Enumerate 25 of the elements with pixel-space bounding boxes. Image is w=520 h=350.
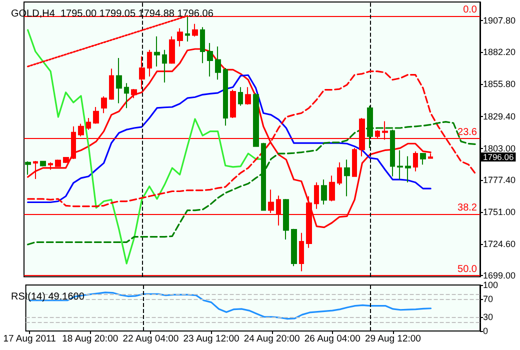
x-tick-label: 17 Aug 2011 [3, 334, 56, 344]
y-tick-label: 1907.80 [483, 16, 516, 26]
annotation: 0.0 [463, 4, 478, 16]
y-tick-label: 70 [483, 294, 494, 304]
y-tick-label: 1803.00 [483, 144, 516, 154]
y-tick-label: 1882.20 [483, 46, 516, 57]
y-tick-label: 1777.40 [483, 174, 516, 185]
y-tick-label: 1751.00 [483, 207, 516, 218]
y-tick-label: 30 [483, 312, 494, 322]
y-tick-label: 0 [483, 326, 488, 336]
y-tick-label: 100 [483, 280, 498, 290]
annotation: 38.2 [458, 202, 478, 214]
x-tick-label: 22 Aug 04:00 [122, 334, 179, 344]
x-tick-label: 29 Aug 12:00 [364, 334, 421, 344]
text: 1796.06 [483, 152, 514, 162]
y-tick-label: 1855.80 [483, 79, 516, 90]
annotation: 23.6 [458, 126, 478, 138]
x-tick-label: 24 Aug 20:00 [244, 334, 300, 344]
x-tick-label: 23 Aug 12:00 [183, 334, 240, 344]
annotation: 50.0 [458, 264, 478, 275]
y-tick-label: 1724.60 [483, 239, 516, 250]
x-tick-label: 26 Aug 04:00 [304, 334, 360, 344]
x-tick-label: 18 Aug 20:00 [62, 334, 118, 344]
y-tick-label: 1829.40 [483, 111, 516, 122]
y-tick-label: 1699.00 [483, 270, 516, 280]
